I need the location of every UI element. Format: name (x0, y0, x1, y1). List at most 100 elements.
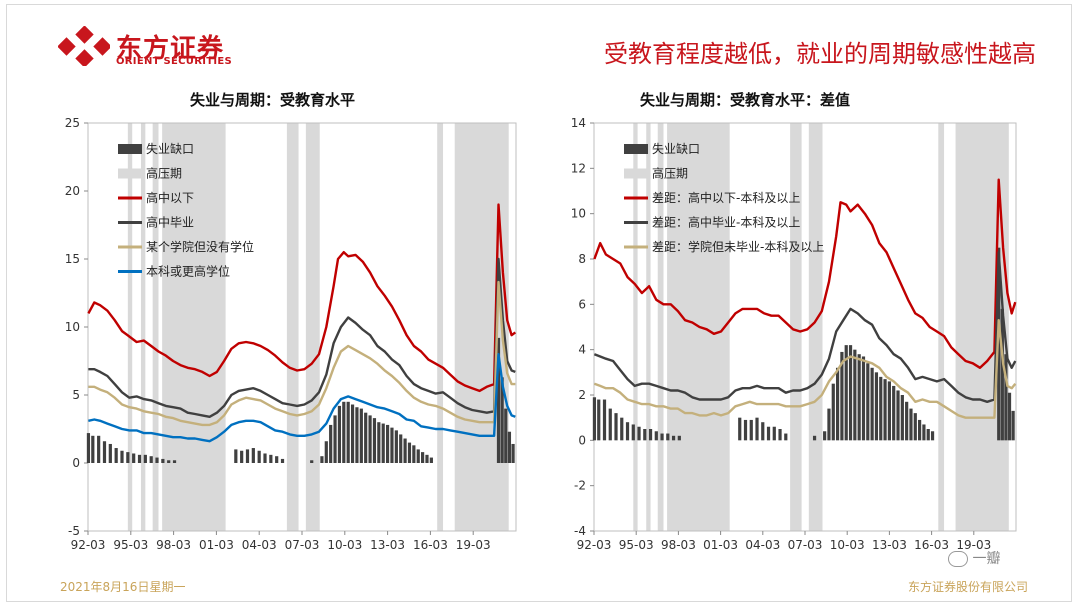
unemployment-gap-bar (755, 417, 759, 441)
unemployment-gap-bar (368, 415, 372, 463)
footer-company: 东方证券股份有限公司 (907, 580, 1028, 594)
unemployment-gap-bar (91, 435, 95, 463)
x-tick-label: 10-03 (830, 538, 865, 552)
unemployment-gap-bar (887, 381, 891, 441)
unemployment-gap-bar (660, 433, 664, 441)
y-tick-label: 4 (578, 343, 586, 357)
x-tick-label: 01-03 (199, 538, 234, 552)
y-tick-label: -5 (68, 524, 80, 538)
unemployment-gap-bar (905, 401, 909, 441)
unemployment-gap-bar (425, 454, 429, 463)
unemployment-gap-bar (631, 424, 635, 441)
unemployment-gap-bar (161, 458, 165, 463)
unemployment-gap-bar (654, 431, 658, 441)
right-chart: -4 -2 0 2 4 6 8 10 12 14 92-03 95-03 98-03 01-03 04-03… (571, 116, 1017, 552)
unemployment-gap-bar (677, 435, 681, 441)
unemployment-gap-bar (918, 419, 922, 441)
unemployment-gap-bar (784, 433, 788, 441)
x-tick-label: 16-03 (413, 538, 448, 552)
unemployment-gap-bar (114, 448, 118, 463)
y-tick-label: 15 (65, 252, 80, 266)
unemployment-gap-bar (926, 429, 930, 441)
unemployment-gap-bar (643, 429, 647, 441)
unemployment-gap-bar (853, 349, 857, 441)
x-tick-label: 98-03 (661, 538, 696, 552)
unemployment-gap-bar (407, 442, 412, 463)
slide-headline: 受教育程度越低，就业的周期敏感性越高 (604, 40, 1036, 68)
unemployment-gap-bar (840, 351, 844, 441)
unemployment-gap-bar (149, 456, 153, 463)
y-tick-label: 12 (571, 161, 586, 175)
left-chart-title: 失业与周期：受教育水平 (190, 91, 356, 109)
unemployment-gap-bar (930, 431, 935, 441)
unemployment-gap-bar (761, 422, 765, 441)
unemployment-gap-bar (870, 367, 874, 441)
unemployment-gap-bar (835, 367, 840, 441)
high-pressure-band (938, 123, 945, 531)
y-tick-label: 20 (65, 184, 80, 198)
y-tick-label: 2 (578, 388, 586, 402)
unemployment-gap-bar (172, 460, 177, 463)
unemployment-gap-bar (602, 399, 607, 441)
right-chart-title: 失业与周期：受教育水平：差值 (640, 91, 851, 109)
unemployment-gap-bar (500, 377, 504, 463)
unemployment-gap-bar (823, 431, 827, 441)
unemployment-gap-bar (269, 454, 273, 463)
unemployment-gap-bar (922, 424, 926, 441)
logo-chinese-name: 东方证券 (116, 34, 225, 64)
unemployment-gap-bar (909, 408, 913, 441)
high-pressure-band (140, 123, 146, 531)
unemployment-gap-bar (1011, 410, 1015, 441)
unemployment-gap-bar (874, 372, 879, 441)
legend-label: 高中以下 (146, 190, 194, 205)
unemployment-gap-bar (394, 430, 398, 463)
series-line (88, 257, 516, 418)
unemployment-gap-bar (132, 453, 136, 463)
unemployment-gap-bar (359, 408, 363, 463)
unemployment-gap-bar (86, 433, 91, 463)
high-pressure-band (808, 123, 823, 531)
unemployment-gap-bar (666, 433, 670, 441)
unemployment-gap-bar (827, 408, 831, 441)
unemployment-gap-bar (421, 452, 425, 463)
y-tick-label: 0 (72, 456, 80, 470)
unemployment-gap-bar (620, 417, 624, 441)
legend-swatch-shade (624, 168, 648, 179)
y-tick-label: 6 (578, 297, 586, 311)
unemployment-gap-bar (137, 454, 142, 463)
unemployment-gap-bar (507, 431, 512, 463)
unemployment-gap-bar (377, 422, 381, 463)
watermark: 一瓣 (948, 548, 1000, 568)
unemployment-gap-bar (245, 449, 250, 463)
legend-label: 失业缺口 (652, 141, 700, 156)
unemployment-gap-bar (240, 450, 244, 463)
series-line (88, 280, 516, 427)
unemployment-gap-bar (879, 376, 883, 441)
unemployment-gap-bar (167, 460, 171, 463)
unemployment-gap-bar (324, 441, 328, 463)
unemployment-gap-bar (263, 453, 267, 463)
high-pressure-band (152, 123, 159, 531)
legend-label: 失业缺口 (146, 141, 194, 156)
unemployment-gap-bar (385, 424, 390, 463)
unemployment-gap-bar (608, 408, 612, 441)
unemployment-gap-bar (120, 450, 124, 463)
high-pressure-band (790, 123, 802, 531)
unemployment-gap-bar (738, 417, 742, 441)
x-tick-label: 10-03 (327, 538, 362, 552)
x-tick-label: 92-03 (71, 538, 106, 552)
y-tick-label: 0 (578, 433, 586, 447)
unemployment-gap-bar (399, 434, 403, 463)
x-tick-label: 95-03 (113, 538, 148, 552)
unemployment-gap-bar (597, 399, 601, 441)
legend-label: 高压期 (652, 166, 688, 181)
unemployment-gap-bar (778, 429, 782, 441)
legend-label: 高中毕业 (146, 215, 194, 230)
legend-swatch-shade (118, 168, 142, 179)
x-tick-label: 19-03 (956, 538, 991, 552)
plot-area (87, 122, 517, 532)
unemployment-gap-bar (355, 407, 359, 463)
y-tick-label: 10 (65, 320, 80, 334)
legend-label: 本科或更高学位 (146, 264, 230, 279)
unemployment-gap-bar (614, 413, 618, 441)
